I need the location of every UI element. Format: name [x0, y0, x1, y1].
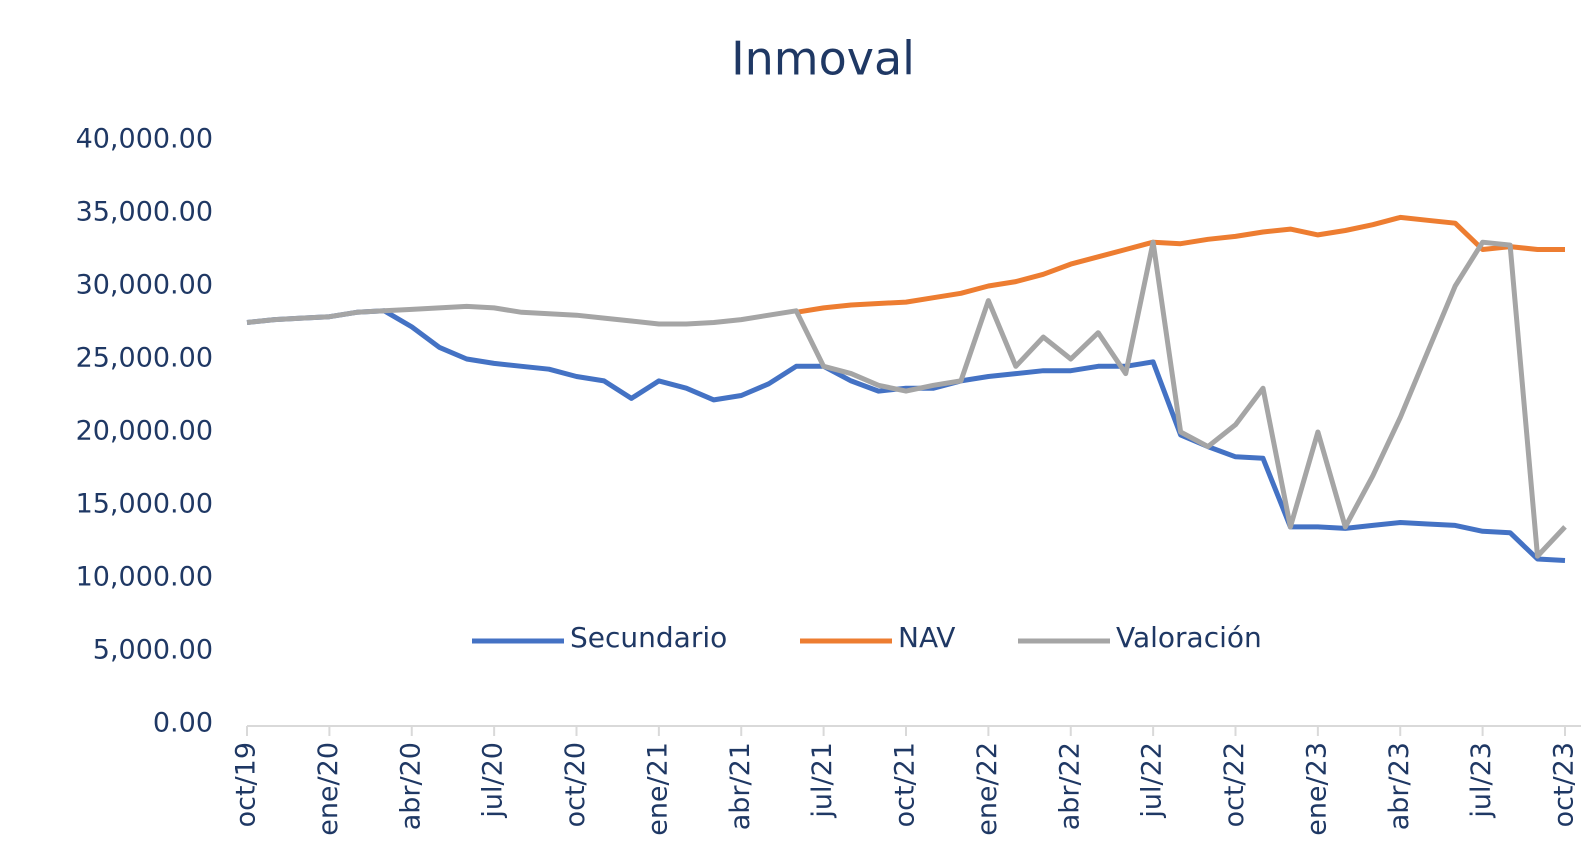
- y-tick-label: 40,000.00: [76, 124, 213, 155]
- legend-label: NAV: [898, 621, 955, 654]
- x-tick-label: jul/23: [1466, 742, 1497, 819]
- y-tick-label: 10,000.00: [76, 562, 213, 593]
- series-line: [246, 308, 1566, 563]
- legend-label: Secundario: [570, 621, 727, 654]
- x-tick-label: oct/19: [231, 742, 262, 827]
- x-tick-label: oct/23: [1549, 742, 1580, 827]
- x-tick-label: jul/22: [1137, 742, 1168, 819]
- series-line: [795, 214, 1565, 315]
- x-tick-label: abr/23: [1384, 742, 1415, 830]
- x-tick-label: abr/20: [395, 742, 426, 830]
- x-tick-label: oct/21: [890, 742, 921, 827]
- x-tick-label: abr/22: [1054, 742, 1085, 830]
- x-tick-label: ene/23: [1301, 742, 1332, 836]
- chart-title: Inmoval: [731, 32, 915, 86]
- x-tick-label: ene/22: [972, 742, 1003, 836]
- y-tick-label: 20,000.00: [76, 416, 213, 447]
- series-line: [246, 239, 1567, 559]
- y-tick-label: 30,000.00: [76, 270, 213, 301]
- y-tick-label: 15,000.00: [76, 489, 213, 520]
- y-tick-label: 0.00: [153, 708, 213, 739]
- x-tick-label: jul/20: [478, 742, 509, 819]
- y-tick-label: 35,000.00: [76, 197, 213, 228]
- x-tick-label: ene/20: [313, 742, 344, 836]
- y-tick-label: 25,000.00: [76, 343, 213, 374]
- x-tick-label: ene/21: [642, 742, 673, 836]
- y-tick-label: 5,000.00: [93, 635, 213, 666]
- x-tick-label: oct/22: [1219, 742, 1250, 827]
- x-tick-label: oct/20: [560, 742, 591, 827]
- legend-label: Valoración: [1116, 621, 1262, 654]
- x-tick-label: abr/21: [725, 742, 756, 830]
- x-tick-label: jul/21: [807, 742, 838, 819]
